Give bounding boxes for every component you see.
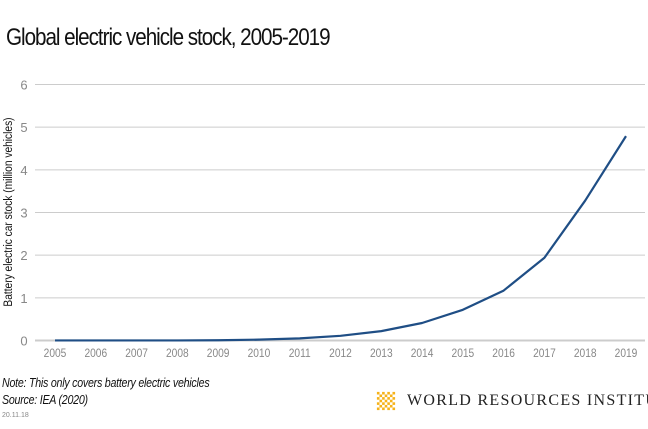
x-tick-label: 2008 (166, 347, 189, 360)
y-tick-label: 6 (20, 78, 27, 93)
logo-square (389, 399, 393, 403)
x-tick-label: 2017 (533, 347, 556, 360)
x-tick-label: 2018 (574, 347, 597, 360)
x-tick-label: 2015 (452, 347, 475, 360)
logo-square (392, 407, 396, 411)
logo-square (387, 407, 390, 411)
y-tick-label: 1 (20, 291, 27, 306)
y-axis-label: Battery electric car stock (million vehi… (2, 117, 15, 306)
logo-square (392, 391, 396, 395)
chart-title: Global electric vehicle stock, 2005-2019 (6, 24, 331, 51)
x-tick-label: 2005 (44, 347, 67, 360)
logo-square (389, 404, 393, 408)
y-tick-label: 4 (20, 163, 27, 178)
logo-square (376, 402, 380, 405)
logo-square (376, 397, 380, 400)
logo-square (387, 402, 390, 405)
y-tick-label: 0 (20, 334, 27, 349)
logo-square (382, 407, 385, 411)
line-chart: 0 1 2 3 4 5 6 2005 2006 2007 2008 2009 2010 2011 2012 2… (2, 78, 645, 360)
x-tick-label: 2019 (615, 347, 638, 360)
x-tick-label: 2016 (492, 347, 515, 360)
x-tick-label: 2012 (329, 347, 352, 360)
logo-square (384, 399, 388, 403)
series-line (55, 135, 627, 342)
chart-date: 20.11.18 (2, 412, 29, 419)
y-tick-label: 5 (20, 120, 27, 135)
chart-note: Note: This only covers battery electric … (2, 375, 210, 390)
x-tick-label: 2007 (125, 347, 148, 360)
y-tick-label: 2 (20, 248, 27, 263)
logo-square (387, 397, 390, 400)
chart-source: Source: IEA (2020) (2, 392, 88, 407)
logo-text: WORLD RESOURCES INSTITUTE (407, 392, 648, 409)
logo-square (382, 402, 385, 405)
wri-logo-mark-icon (376, 391, 396, 411)
logo-square (379, 404, 383, 408)
x-tick-label: 2014 (411, 347, 434, 360)
logo-square (382, 397, 385, 400)
logo-square (376, 407, 380, 411)
y-tick-label: 3 (20, 206, 27, 221)
logo-square (379, 399, 383, 403)
x-tick-label: 2006 (84, 347, 107, 360)
x-tick-label: 2009 (207, 347, 230, 360)
x-tick-label: 2013 (370, 347, 393, 360)
wri-logo: WORLD RESOURCES INSTITUTE (373, 388, 648, 414)
logo-square (382, 391, 385, 395)
x-tick-label: 2010 (248, 347, 271, 360)
x-tick-label: 2011 (289, 347, 311, 360)
logo-square (389, 394, 393, 398)
logo-square (392, 397, 396, 400)
logo-square (387, 391, 390, 395)
logo-square (384, 394, 388, 398)
logo-square (379, 394, 383, 398)
logo-square (376, 391, 380, 395)
logo-square (384, 404, 388, 408)
logo-square (392, 402, 396, 405)
